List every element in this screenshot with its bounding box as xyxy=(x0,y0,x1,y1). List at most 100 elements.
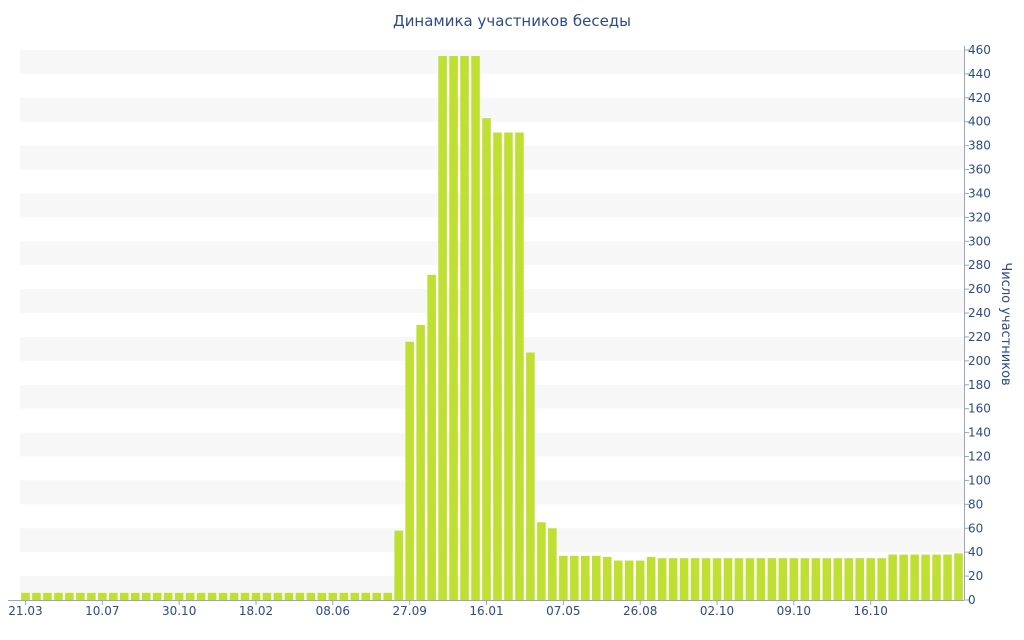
bar[interactable] xyxy=(943,554,952,600)
bar[interactable] xyxy=(778,558,788,600)
bar[interactable] xyxy=(438,55,447,600)
bar[interactable] xyxy=(602,556,612,600)
y-tick-label: 360 xyxy=(968,163,991,177)
bar[interactable] xyxy=(163,592,173,600)
bar[interactable] xyxy=(591,555,601,600)
bar[interactable] xyxy=(76,592,85,600)
bar[interactable] xyxy=(635,560,645,600)
bar[interactable] xyxy=(888,554,897,600)
bar[interactable] xyxy=(361,592,371,600)
bar[interactable] xyxy=(394,530,403,600)
bar[interactable] xyxy=(745,558,755,600)
y-tick-label: 180 xyxy=(968,378,991,392)
bar[interactable] xyxy=(855,558,865,600)
bar[interactable] xyxy=(767,558,777,600)
bar[interactable] xyxy=(119,592,129,600)
bar[interactable] xyxy=(21,592,30,600)
bar[interactable] xyxy=(130,592,140,600)
y-tick-label: 220 xyxy=(968,330,991,344)
bar[interactable] xyxy=(240,592,250,600)
y-axis-label: Число участников xyxy=(998,262,1013,385)
bar[interactable] xyxy=(910,554,919,600)
bar[interactable] xyxy=(328,592,338,600)
bar[interactable] xyxy=(712,558,722,600)
bar[interactable] xyxy=(317,592,327,600)
bar[interactable] xyxy=(866,558,875,600)
bar[interactable] xyxy=(800,558,810,600)
x-axis: 21.03 10.07 30.10 18.02 08.06 27.09 16.01 07.05… xyxy=(8,600,964,618)
bar[interactable] xyxy=(526,352,535,601)
bar[interactable] xyxy=(581,555,590,600)
bar[interactable] xyxy=(844,558,854,600)
bar[interactable] xyxy=(493,132,502,601)
y-tick-label: 400 xyxy=(968,115,991,129)
bar[interactable] xyxy=(756,558,766,600)
bar[interactable] xyxy=(54,592,63,600)
bar[interactable] xyxy=(570,555,579,600)
bar[interactable] xyxy=(207,592,217,600)
bar[interactable] xyxy=(32,592,41,600)
grid-band xyxy=(20,289,964,314)
bar[interactable] xyxy=(559,555,568,600)
bar[interactable] xyxy=(811,558,821,600)
y-tick-label: 160 xyxy=(968,402,991,416)
bar[interactable] xyxy=(405,341,414,600)
bar[interactable] xyxy=(954,553,963,600)
bar[interactable] xyxy=(372,592,382,600)
bar[interactable] xyxy=(185,592,195,600)
y-tick-label: 60 xyxy=(968,521,983,535)
bar[interactable] xyxy=(251,592,261,600)
bar[interactable] xyxy=(65,592,74,600)
bar[interactable] xyxy=(218,592,228,600)
bar[interactable] xyxy=(482,118,491,601)
y-tick-label: 420 xyxy=(968,91,991,105)
bar[interactable] xyxy=(613,560,623,600)
bar[interactable] xyxy=(262,592,272,600)
bar[interactable] xyxy=(833,558,843,600)
bar[interactable] xyxy=(679,558,689,600)
bar[interactable] xyxy=(657,558,667,600)
bar[interactable] xyxy=(306,592,316,600)
bar[interactable] xyxy=(196,592,206,600)
bar[interactable] xyxy=(537,522,546,600)
bar[interactable] xyxy=(690,558,700,600)
bar[interactable] xyxy=(723,558,733,600)
bar[interactable] xyxy=(734,558,744,600)
y-tick-label: 20 xyxy=(968,569,983,583)
bar[interactable] xyxy=(141,592,151,600)
bar[interactable] xyxy=(350,592,360,600)
bar[interactable] xyxy=(899,554,908,600)
bar[interactable] xyxy=(515,132,524,601)
bar[interactable] xyxy=(449,55,458,600)
bar[interactable] xyxy=(460,55,469,600)
grid-band xyxy=(20,241,964,266)
bar[interactable] xyxy=(504,132,513,601)
bar[interactable] xyxy=(152,592,162,600)
bar[interactable] xyxy=(822,558,832,600)
bar[interactable] xyxy=(921,554,930,600)
bar[interactable] xyxy=(109,592,118,600)
bar[interactable] xyxy=(383,592,393,600)
bar[interactable] xyxy=(624,560,634,600)
bar[interactable] xyxy=(416,325,425,600)
bar[interactable] xyxy=(877,558,886,600)
bar[interactable] xyxy=(98,592,107,600)
bar[interactable] xyxy=(339,592,349,600)
bar[interactable] xyxy=(646,556,656,600)
bar[interactable] xyxy=(427,274,436,600)
bar[interactable] xyxy=(932,554,941,600)
bar[interactable] xyxy=(548,528,557,600)
bar[interactable] xyxy=(284,592,294,600)
chart-title: Динамика участников беседы xyxy=(392,12,632,30)
bar[interactable] xyxy=(668,558,678,600)
bar[interactable] xyxy=(471,55,480,600)
bar[interactable] xyxy=(43,592,52,600)
bar[interactable] xyxy=(273,592,283,600)
bar[interactable] xyxy=(295,592,305,600)
y-tick-label: 460 xyxy=(968,43,991,57)
bar[interactable] xyxy=(789,558,799,600)
bar[interactable] xyxy=(87,592,96,600)
bar[interactable] xyxy=(229,592,239,600)
bar[interactable] xyxy=(174,592,184,600)
bar[interactable] xyxy=(701,558,711,600)
